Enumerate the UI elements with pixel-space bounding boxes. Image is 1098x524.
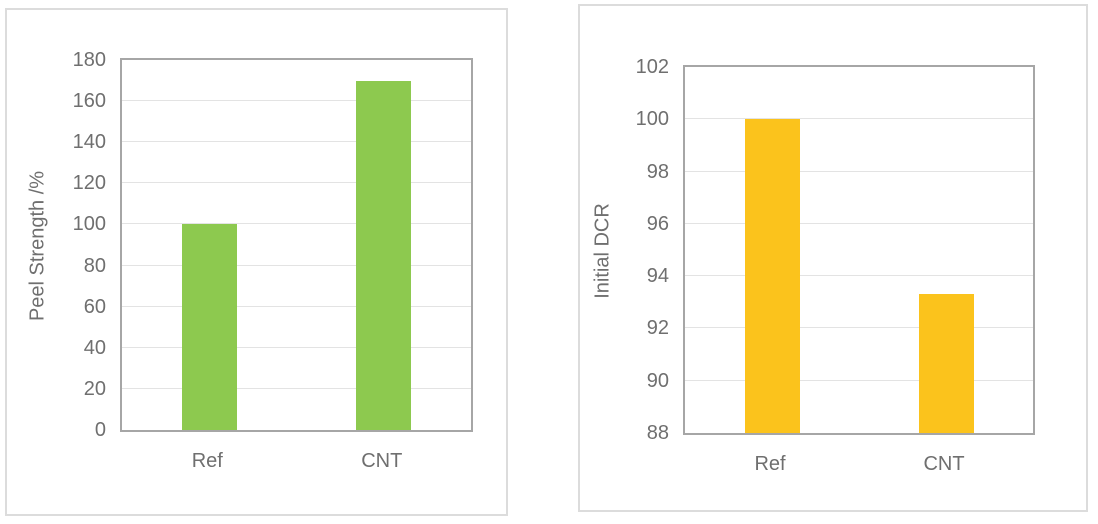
y-tick-label: 100 xyxy=(72,213,106,236)
y-tick-label: 160 xyxy=(72,90,106,113)
y-tick-label: 20 xyxy=(83,377,106,400)
gridline xyxy=(685,222,1033,224)
y-tick-label: 100 xyxy=(635,108,669,131)
gridline xyxy=(122,223,471,225)
gridline xyxy=(685,275,1033,277)
y-tick-label: 0 xyxy=(94,419,106,441)
y-tick-label: 80 xyxy=(83,254,106,277)
gridline xyxy=(122,346,471,348)
y-axis-tick-labels: 0 20 40 60 80 100 120 140 160 180 xyxy=(7,49,106,441)
y-tick-label: 94 xyxy=(646,265,669,288)
y-tick-label: 96 xyxy=(646,212,669,235)
y-tick-label: 98 xyxy=(646,160,669,183)
gridline xyxy=(685,379,1033,381)
gridline xyxy=(685,170,1033,172)
y-tick-label: 120 xyxy=(72,172,106,195)
x-category-label: CNT xyxy=(923,453,965,475)
peel-strength-chart: Peel Strength /% 0 20 40 60 80 100 120 140 160 18… xyxy=(7,10,506,514)
x-category-label: CNT xyxy=(361,450,403,472)
gridline xyxy=(122,387,471,389)
plot-area xyxy=(120,58,473,432)
x-category-label: Ref xyxy=(754,453,786,475)
bar-cnt xyxy=(918,294,974,433)
y-tick-label: 90 xyxy=(646,369,669,392)
plot-inner xyxy=(122,60,471,430)
bar-cnt xyxy=(356,80,412,430)
gridline xyxy=(122,141,471,143)
y-tick-label: 92 xyxy=(646,317,669,340)
y-tick-label: 40 xyxy=(83,336,106,359)
plot-inner xyxy=(685,67,1033,433)
bar-ref xyxy=(744,119,800,433)
x-category-label: Ref xyxy=(191,450,223,472)
y-tick-label: 88 xyxy=(646,422,669,444)
initial-dcr-chart: Initial DCR 88 90 92 94 96 98 100 102 Ref CNT xyxy=(580,6,1086,510)
gridline xyxy=(685,327,1033,329)
gridline xyxy=(122,264,471,266)
plot-area xyxy=(683,65,1035,435)
bar-ref xyxy=(181,224,237,430)
gridline xyxy=(122,100,471,102)
y-tick-label: 102 xyxy=(635,56,669,78)
y-tick-label: 140 xyxy=(72,131,106,154)
peel-strength-chart-card: Peel Strength /% 0 20 40 60 80 100 120 140 160 18… xyxy=(5,8,508,516)
y-axis-tick-labels: 88 90 92 94 96 98 100 102 xyxy=(580,56,669,444)
gridline xyxy=(122,182,471,184)
y-tick-label: 60 xyxy=(83,295,106,318)
y-tick-label: 180 xyxy=(72,49,106,71)
x-axis-category-labels: Ref CNT xyxy=(120,450,473,478)
initial-dcr-chart-card: Initial DCR 88 90 92 94 96 98 100 102 Ref CNT xyxy=(578,4,1088,512)
x-axis-category-labels: Ref CNT xyxy=(683,453,1035,481)
gridline xyxy=(685,118,1033,120)
gridline xyxy=(122,305,471,307)
